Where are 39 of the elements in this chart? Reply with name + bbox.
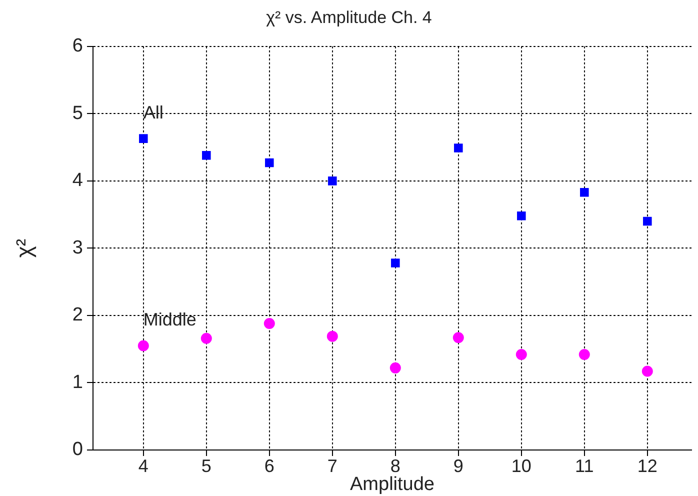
point [264,318,275,330]
x-tick-label: 7 [327,456,338,476]
series-label: All [143,102,164,123]
x-tick-label: 11 [575,456,594,476]
y-tick-label: 0 [72,439,83,460]
point [642,366,653,377]
point [202,150,211,160]
x-tick-label: 8 [390,456,400,476]
point [643,216,652,226]
y-tick-label: 2 [72,304,83,326]
series-label: Middle [143,310,196,330]
point [391,258,400,268]
point [139,134,148,143]
x-tick-label: 9 [453,456,464,476]
point [517,212,526,220]
point [138,340,149,352]
point [452,332,464,344]
point [200,332,212,344]
x-tick-label: 5 [201,456,212,476]
point [580,188,589,197]
point [265,158,274,168]
point [326,330,338,342]
y-tick-label: 1 [72,372,83,393]
y-tick-label: 3 [72,237,83,258]
point [454,144,463,152]
chart-title: χ² vs. Amplitude Ch. 4 [266,8,432,27]
point [328,176,337,186]
point [578,348,590,360]
x-tick-label: 12 [637,456,658,476]
y-axis-title: χ² [11,238,36,258]
x-tick-label: 10 [511,456,532,476]
y-tick-label: 4 [72,170,84,192]
x-tick-label: 6 [264,456,274,476]
x-axis-title: Amplitude [350,474,434,495]
point [516,348,527,360]
point [390,362,401,374]
y-tick-label: 6 [72,36,83,57]
y-tick-label: 5 [72,102,83,124]
x-tick-label: 4 [138,456,148,476]
